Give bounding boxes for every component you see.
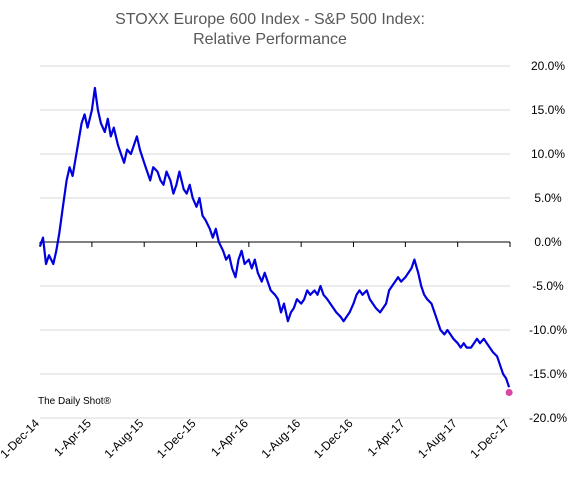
series-line-0 <box>38 86 511 388</box>
gridlines <box>40 65 510 419</box>
x-tick-label: 1-Apr-17 <box>365 416 408 459</box>
x-tick-label: 1-Apr-16 <box>208 416 251 459</box>
x-axis <box>39 241 511 247</box>
x-tick-label: 1-Dec-15 <box>154 416 199 461</box>
y-tick-label: -15.0% <box>529 367 567 381</box>
y-tick-label: -5.0% <box>532 279 564 293</box>
x-tick-label: 1-Aug-15 <box>102 416 147 461</box>
x-tick-label: 1-Apr-15 <box>51 416 94 459</box>
y-tick-labels: 20.0% 15.0% 10.0% 5.0% 0.0% -5.0% -10.0% -15.0%… <box>529 59 567 425</box>
source-label: The Daily Shot® <box>38 396 112 407</box>
chart-title-line-2: Relative Performance <box>193 31 347 48</box>
x-tick-labels: 1-Dec-14 1-Apr-15 1-Aug-15 1-Dec-15 1-Apr-16… <box>0 416 512 461</box>
y-tick-label: 0.0% <box>534 235 562 249</box>
x-tick-label: 1-Dec-14 <box>0 416 42 461</box>
y-tick-label: -10.0% <box>529 323 567 337</box>
series-layer <box>38 86 513 396</box>
x-tick-label: 1-Aug-16 <box>258 416 303 461</box>
y-tick-label: 5.0% <box>534 191 562 205</box>
end-marker <box>505 388 513 396</box>
y-tick-label: 10.0% <box>531 147 565 161</box>
x-tick-label: 1-Dec-16 <box>311 416 356 461</box>
chart-title-line-1: STOXX Europe 600 Index - S&P 500 Index: <box>115 11 425 28</box>
x-tick-label: 1-Aug-17 <box>415 416 460 461</box>
x-tick-label: 1-Dec-17 <box>467 416 512 461</box>
y-tick-label: 15.0% <box>531 103 565 117</box>
y-tick-label: -20.0% <box>529 411 567 425</box>
y-tick-label: 20.0% <box>531 59 565 73</box>
